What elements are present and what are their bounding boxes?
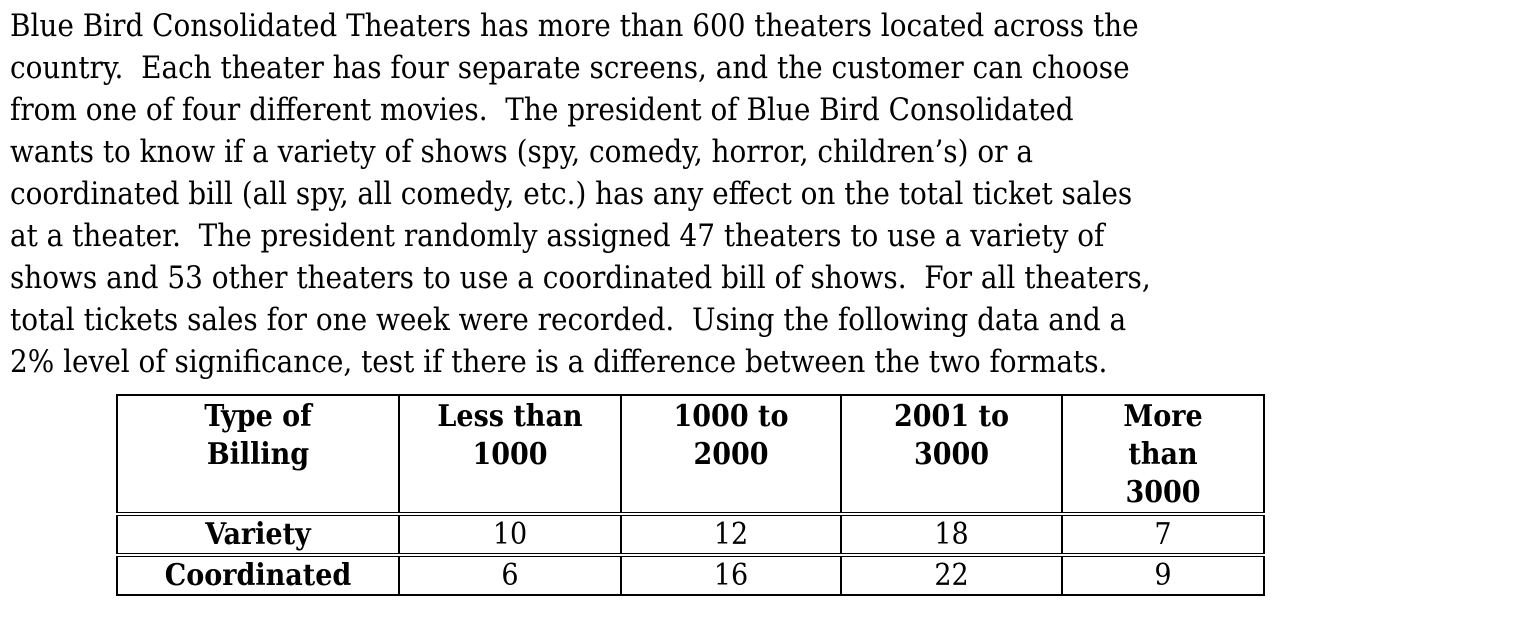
problem-text-line: coordinated bill (all spy, all comedy, e…: [10, 176, 1133, 212]
col-header-type-of-billing: Type of Billing: [116, 394, 400, 516]
col-header-less-than-1000: Less than 1000: [398, 394, 622, 516]
row-label-coordinated: Coordinated: [116, 554, 400, 596]
row-label-variety: Variety: [116, 513, 400, 557]
table-header-row: Type of Billing Less than 1000 1000 to 2…: [116, 394, 1265, 516]
table-row-coordinated: Coordinated 6 16 22 9: [116, 554, 1265, 596]
problem-text-line: 2% level of significance, test if there …: [10, 344, 1108, 380]
col-header-more-than-3000: More than 3000: [1061, 394, 1265, 516]
table-cell: 7: [1061, 513, 1265, 557]
problem-text-line: total tickets sales for one week were re…: [10, 302, 1127, 338]
table-cell: 12: [620, 513, 842, 557]
problem-statement: Blue Bird Consolidated Theaters has more…: [10, 5, 1538, 383]
table-cell: 18: [840, 513, 1063, 557]
table-cell: 9: [1061, 554, 1265, 596]
table-cell: 22: [840, 554, 1063, 596]
problem-text-line: from one of four different movies. The p…: [10, 92, 1074, 128]
col-header-label: 2001 to 3000: [894, 399, 1009, 472]
problem-text-line: Blue Bird Consolidated Theaters has more…: [10, 8, 1139, 44]
problem-text-line: at a theater. The president randomly ass…: [10, 218, 1105, 254]
problem-text-line: wants to know if a variety of shows (spy…: [10, 134, 1033, 170]
col-header-label: Less than 1000: [437, 399, 583, 472]
table-cell: 16: [620, 554, 842, 596]
table-cell: 10: [398, 513, 622, 557]
billing-ticket-sales-table: Type of Billing Less than 1000 1000 to 2…: [116, 394, 1265, 596]
col-header-label: Type of Billing: [204, 399, 312, 472]
col-header-label: 1000 to 2000: [673, 399, 789, 472]
problem-text-line: shows and 53 other theaters to use a coo…: [10, 260, 1151, 296]
table-row-variety: Variety 10 12 18 7: [116, 513, 1265, 557]
col-header-2001-to-3000: 2001 to 3000: [840, 394, 1063, 516]
col-header-label: More than 3000: [1123, 399, 1203, 510]
problem-text-line: country. Each theater has four separate …: [10, 50, 1130, 86]
table-cell: 6: [398, 554, 622, 596]
col-header-1000-to-2000: 1000 to 2000: [620, 394, 842, 516]
